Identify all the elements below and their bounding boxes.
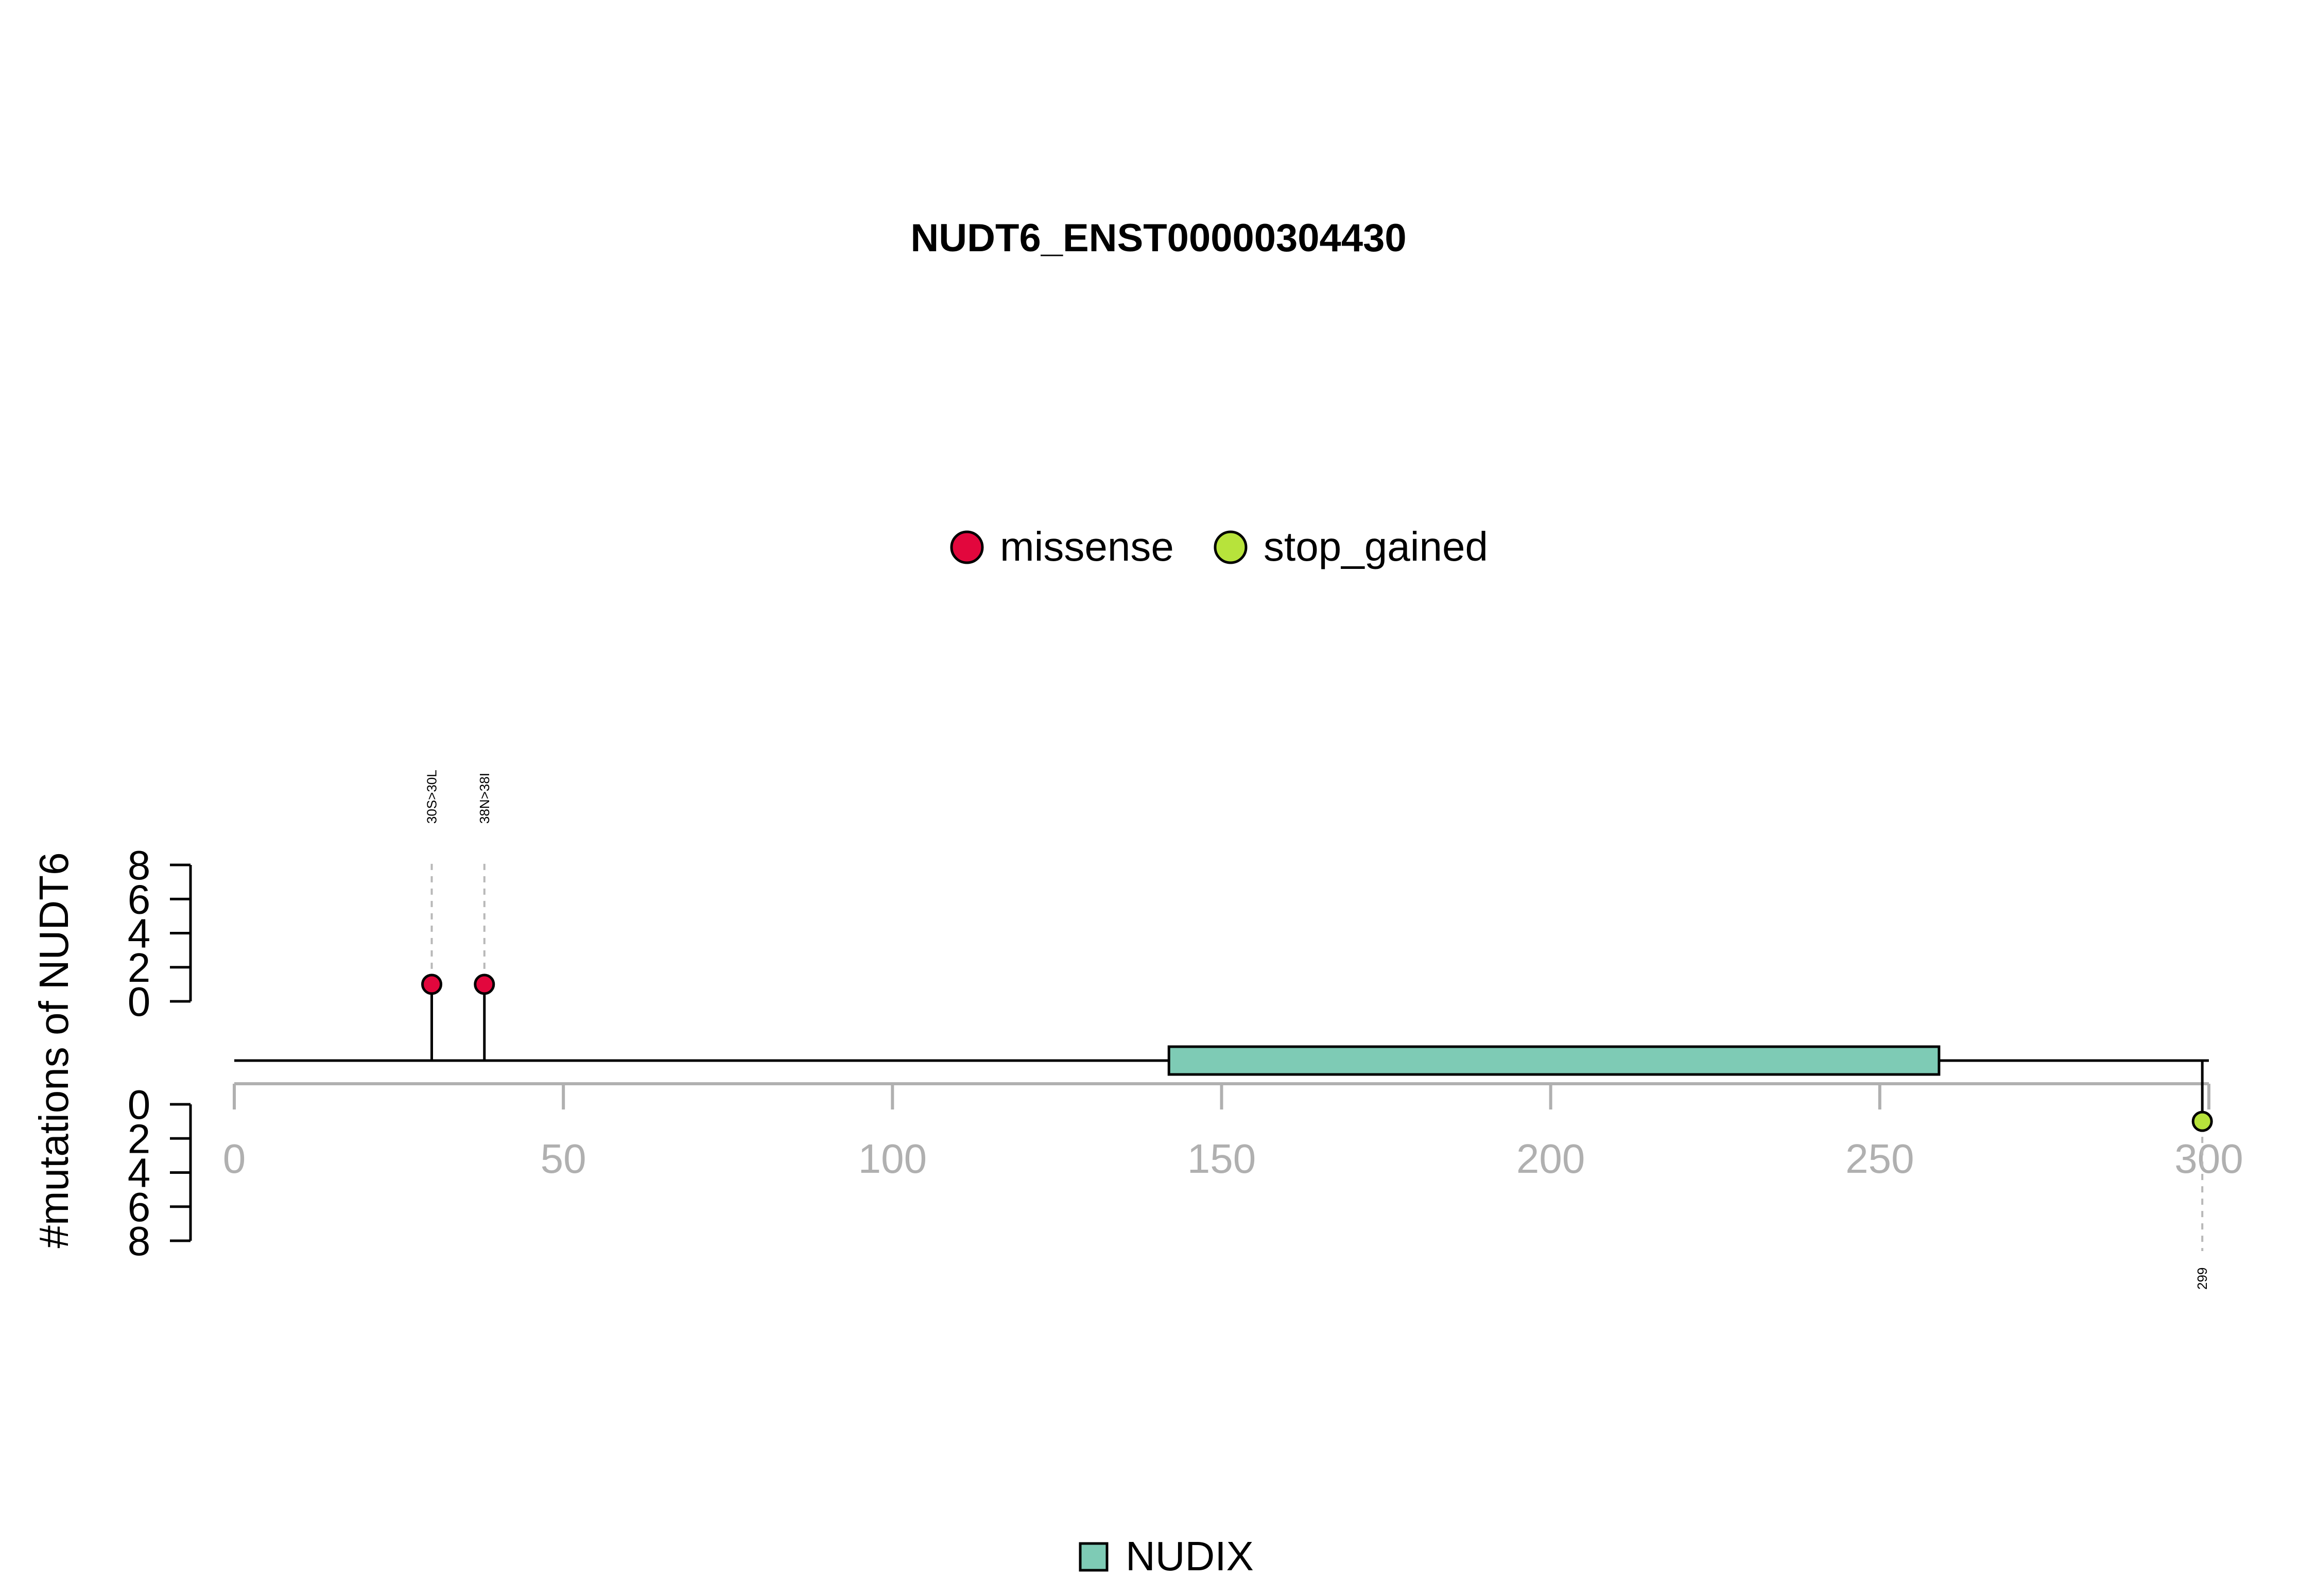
mutation-type-legend: missense stop_gained bbox=[950, 524, 1488, 569]
y-axis-top-tick-label: 8 bbox=[128, 842, 151, 888]
legend-marker-stop_gained bbox=[1214, 530, 1248, 564]
domain-legend-label: NUDIX bbox=[1126, 1533, 1254, 1579]
domain-legend: NUDIX bbox=[1079, 1533, 1254, 1579]
chart-title: NUDT6_ENST00000304430 bbox=[910, 216, 1406, 260]
legend-label-missense: missense bbox=[1000, 524, 1174, 569]
mutation-label: 38N>38I bbox=[477, 773, 492, 824]
x-axis: 0 50 100 150 200 250 300 bbox=[223, 1082, 2243, 1182]
y-axis-bottom-tick-label: 4 bbox=[128, 1150, 151, 1196]
x-axis-tick-label: 200 bbox=[1516, 1136, 1585, 1182]
x-axis-tick-label: 300 bbox=[2174, 1136, 2243, 1182]
x-axis-tick-label: 50 bbox=[541, 1136, 586, 1182]
y-axis-label: #mutations of NUDT6 bbox=[31, 852, 77, 1248]
domain-group bbox=[1167, 1045, 1941, 1076]
domain-legend-swatch bbox=[1079, 1542, 1109, 1572]
x-axis-tick-label: 250 bbox=[1845, 1136, 1914, 1182]
mutation-point-missense bbox=[421, 974, 442, 995]
mutation-point-stop_gained bbox=[2191, 1111, 2213, 1132]
y-axis-top-tick-label: 2 bbox=[128, 945, 151, 991]
y-axis-bottom-tick-label: 8 bbox=[128, 1218, 151, 1264]
x-axis-tick-label: 150 bbox=[1187, 1136, 1256, 1182]
y-axis-top-tick-label: 6 bbox=[128, 876, 151, 922]
legend-marker-missense bbox=[950, 530, 984, 564]
legend-label-stop_gained: stop_gained bbox=[1264, 524, 1488, 569]
domain-NUDIX bbox=[1167, 1045, 1941, 1076]
mutation-label: 299 bbox=[2194, 1268, 2210, 1290]
y-axis-bottom-tick-label: 0 bbox=[128, 1082, 151, 1127]
mutation-group: 30S>30L 38N>38I 299 bbox=[421, 770, 2213, 1290]
y-axis-bottom-tick-label: 6 bbox=[128, 1184, 151, 1230]
y-axis-top-tick-label: 0 bbox=[128, 979, 151, 1025]
x-axis-tick-label: 100 bbox=[858, 1136, 927, 1182]
mutation-label: 30S>30L bbox=[424, 770, 440, 824]
mutation-point-missense bbox=[474, 974, 495, 995]
x-axis-tick-label: 0 bbox=[223, 1136, 246, 1182]
y-axis-top-tick-label: 4 bbox=[128, 911, 151, 957]
y-axis-bottom-tick-label: 2 bbox=[128, 1116, 151, 1161]
